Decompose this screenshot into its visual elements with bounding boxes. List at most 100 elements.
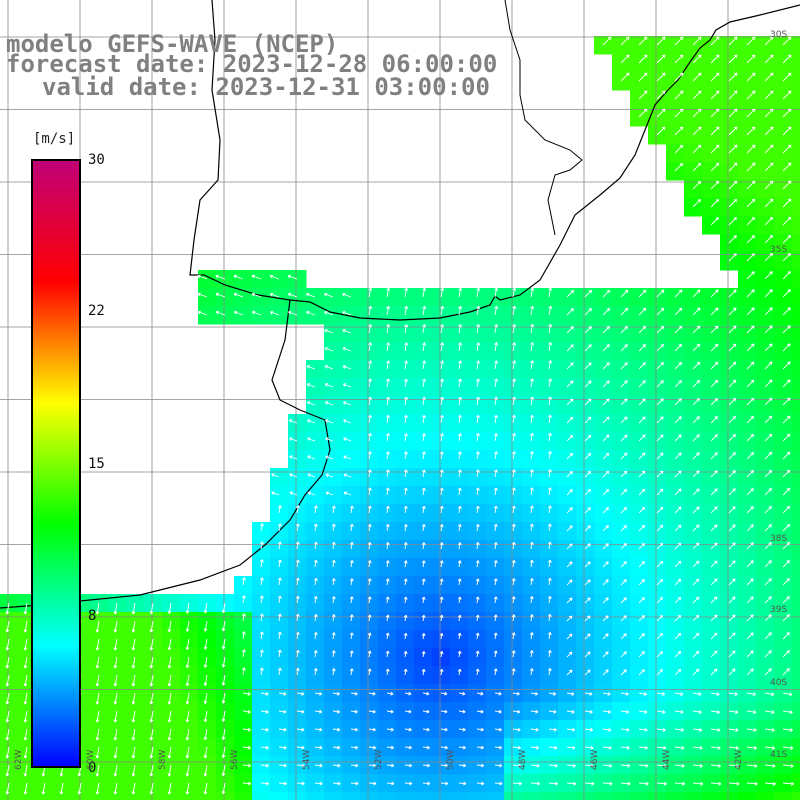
wind-cell xyxy=(306,792,325,800)
wind-arrow xyxy=(548,763,558,768)
wind-cell xyxy=(792,774,800,793)
wind-arrow xyxy=(764,361,773,370)
wind-arrow xyxy=(233,310,244,316)
wind-arrow xyxy=(332,727,341,732)
wind-arrow xyxy=(313,577,318,586)
wind-arrow xyxy=(493,668,498,676)
wind-arrow xyxy=(296,727,305,732)
wind-arrow xyxy=(728,710,739,714)
wind-arrow xyxy=(295,541,300,550)
wind-cell xyxy=(324,666,343,685)
wind-cell xyxy=(378,324,397,343)
wind-arrow xyxy=(278,745,287,750)
wind-arrow xyxy=(548,745,558,750)
wind-arrow xyxy=(440,691,448,696)
wind-arrow xyxy=(260,727,269,732)
wind-cell xyxy=(432,540,451,559)
wind-arrow xyxy=(656,380,664,388)
wind-arrow xyxy=(620,344,628,352)
wind-cell xyxy=(306,666,325,685)
wind-arrow xyxy=(728,745,739,750)
wind-cell xyxy=(792,306,800,325)
wind-cell xyxy=(432,486,451,505)
wind-arrow xyxy=(439,560,444,568)
wind-arrow xyxy=(331,596,336,604)
wind-arrow xyxy=(548,360,553,370)
wind-arrow xyxy=(602,344,610,352)
wind-cell xyxy=(288,486,307,505)
wind-arrow xyxy=(782,505,791,514)
wind-arrow xyxy=(307,455,316,460)
wind-arrow xyxy=(746,781,758,786)
wind-arrow xyxy=(674,361,683,370)
wind-arrow xyxy=(493,560,498,568)
wind-arrow xyxy=(547,613,552,622)
wind-arrow xyxy=(404,305,409,316)
wind-arrow xyxy=(421,487,426,496)
wind-cell xyxy=(360,468,379,487)
wind-cell xyxy=(414,558,433,577)
wind-arrow xyxy=(404,781,413,786)
wind-cell xyxy=(324,504,343,523)
wind-arrow xyxy=(288,310,298,316)
wind-cell xyxy=(360,648,379,667)
wind-arrow xyxy=(566,525,573,532)
wind-cell xyxy=(522,396,541,415)
wind-arrow xyxy=(692,398,700,406)
wind-arrow xyxy=(385,542,390,550)
wind-arrow xyxy=(782,763,794,768)
wind-arrow xyxy=(367,505,372,514)
wind-arrow xyxy=(242,709,251,714)
wind-cell xyxy=(450,666,469,685)
wind-arrow xyxy=(782,252,792,262)
lat-label: 30S xyxy=(770,30,788,40)
wind-arrow xyxy=(764,506,772,514)
wind-arrow xyxy=(584,691,593,696)
wind-arrow xyxy=(277,559,282,568)
wind-cell xyxy=(468,486,487,505)
wind-cell xyxy=(792,180,800,199)
wind-arrow xyxy=(584,452,592,460)
wind-arrow xyxy=(529,487,534,496)
wind-arrow xyxy=(638,380,646,388)
wind-arrow xyxy=(710,325,719,334)
wind-arrow xyxy=(782,361,791,370)
wind-arrow xyxy=(476,342,480,352)
wind-arrow xyxy=(149,728,154,741)
wind-arrow xyxy=(746,415,755,424)
wind-arrow xyxy=(674,36,684,46)
wind-arrow xyxy=(710,397,719,406)
wind-cell xyxy=(504,666,523,685)
wind-arrow xyxy=(149,764,154,777)
wind-arrow xyxy=(440,342,444,352)
wind-arrow xyxy=(692,162,702,172)
wind-arrow xyxy=(782,36,792,46)
wind-arrow xyxy=(494,378,498,388)
wind-cell xyxy=(540,378,559,397)
wind-cell xyxy=(270,270,289,289)
wind-arrow xyxy=(764,488,772,496)
wind-arrow xyxy=(692,542,700,550)
wind-cell xyxy=(18,792,37,800)
wind-arrow xyxy=(386,305,391,316)
wind-cell xyxy=(342,450,361,469)
wind-arrow xyxy=(458,763,467,768)
wind-cell xyxy=(234,306,253,325)
wind-arrow xyxy=(368,433,372,442)
wind-arrow xyxy=(149,674,154,687)
wind-arrow xyxy=(692,728,703,732)
wind-arrow xyxy=(674,668,682,676)
wind-cell xyxy=(540,486,559,505)
wind-arrow xyxy=(368,691,376,696)
wind-arrow xyxy=(548,709,557,714)
wind-arrow xyxy=(457,596,462,604)
wind-cell xyxy=(306,576,325,595)
wind-arrow xyxy=(728,379,737,388)
wind-cell xyxy=(450,324,469,343)
wind-arrow xyxy=(221,638,226,650)
wind-arrow xyxy=(422,342,426,352)
wind-arrow xyxy=(5,638,10,651)
wind-arrow xyxy=(710,781,722,786)
wind-arrow xyxy=(529,523,534,532)
wind-arrow xyxy=(764,596,772,604)
